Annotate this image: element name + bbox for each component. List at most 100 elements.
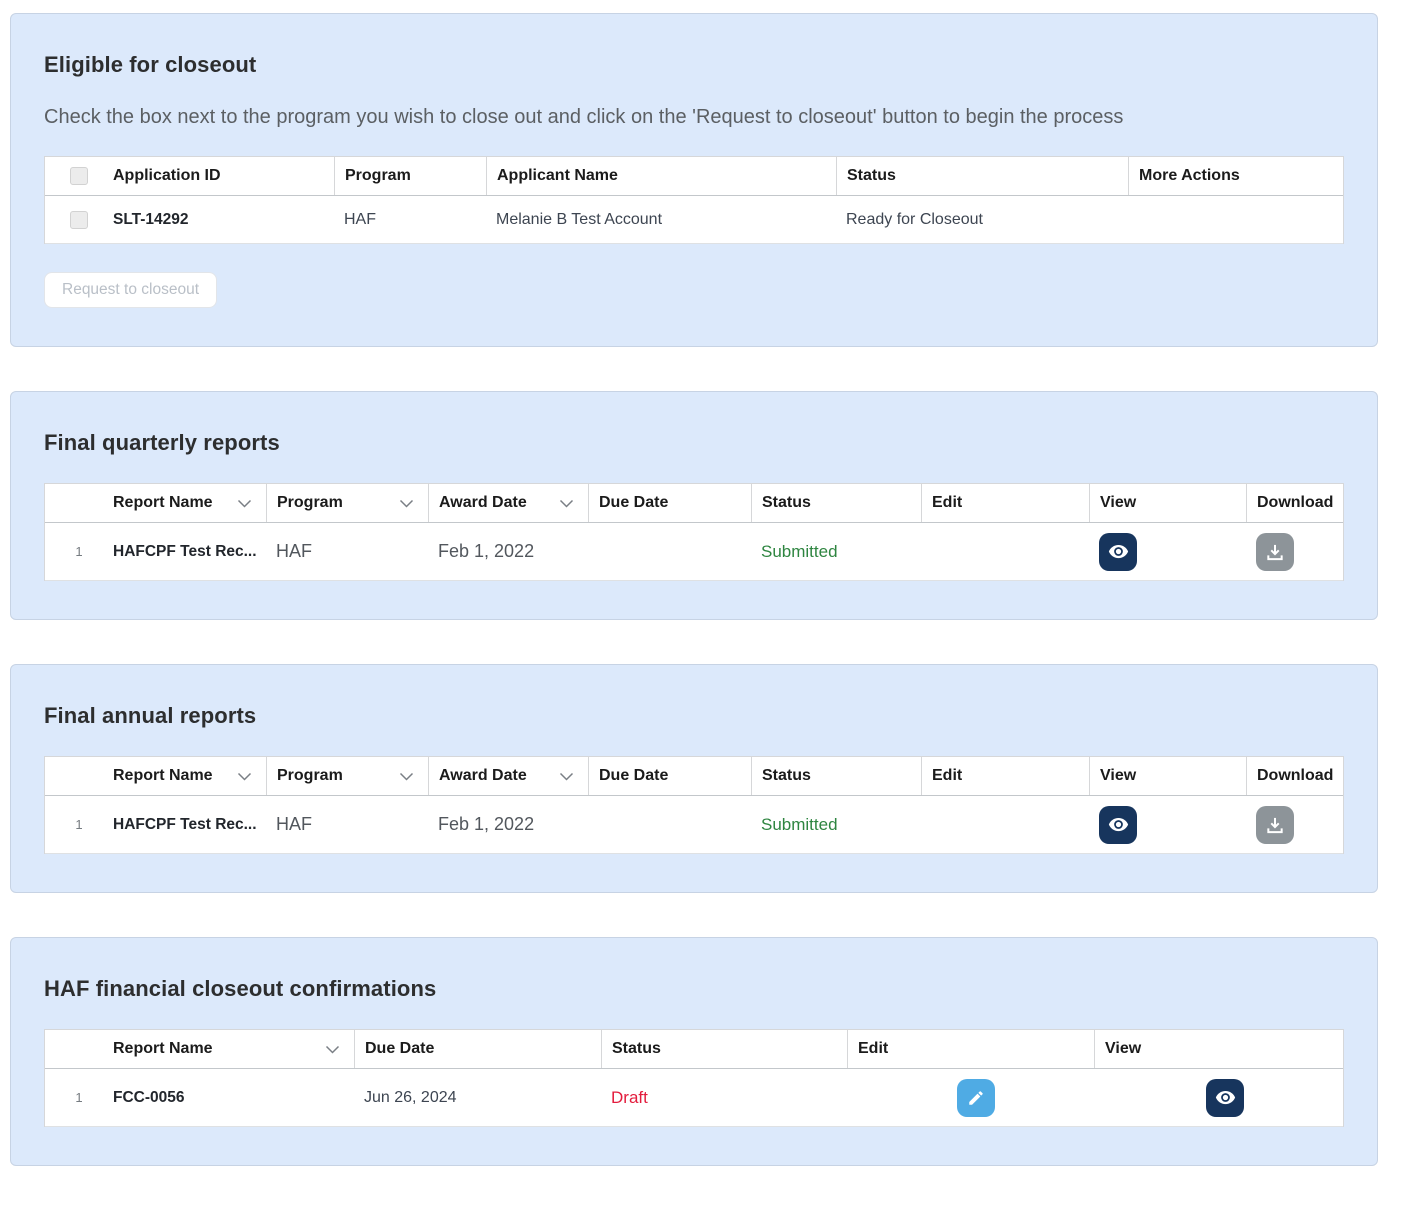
column-header-view: View	[1089, 757, 1246, 795]
view-button[interactable]	[1206, 1078, 1244, 1117]
row-select-cell	[45, 196, 113, 243]
closeout-instructions: Check the box next to the program you wi…	[44, 106, 1124, 128]
row-number-cell: 1	[75, 1090, 83, 1105]
table-row: 1 HAFCPF Test Rec... HAF Feb 1, 2022 Sub…	[45, 523, 1343, 581]
select-all-checkbox[interactable]	[70, 167, 88, 185]
download-cell	[1246, 523, 1346, 580]
column-header-edit: Edit	[921, 484, 1089, 522]
column-header-status: Status	[836, 157, 1128, 195]
haf-financial-closeout-card: HAF financial closeout confirmations Rep…	[10, 937, 1378, 1166]
table-row: SLT-14292 HAF Melanie B Test Account Rea…	[45, 196, 1343, 244]
final-quarterly-reports-table: Report Name Program Award Date Due Date …	[44, 483, 1344, 581]
chevron-down-icon	[399, 772, 414, 781]
status-cell: Draft	[611, 1087, 648, 1107]
view-cell	[1094, 1069, 1346, 1126]
view-button[interactable]	[1099, 805, 1137, 844]
eye-icon	[1108, 817, 1128, 832]
column-header-program[interactable]: Program	[266, 484, 428, 522]
column-header-due-date: Due Date	[588, 757, 751, 795]
card-title: Final quarterly reports	[44, 430, 280, 455]
column-label: Report Name	[113, 494, 213, 511]
column-header-edit: Edit	[847, 1030, 1094, 1068]
card-title: Final annual reports	[44, 703, 257, 728]
due-date-cell	[588, 523, 751, 580]
select-all-header-cell	[45, 157, 113, 195]
chevron-down-icon	[559, 499, 574, 508]
row-checkbox[interactable]	[70, 210, 88, 229]
chevron-down-icon	[325, 1045, 340, 1054]
column-header-application-id: Application ID	[113, 167, 221, 184]
eligible-for-closeout-card: Eligible for closeout Check the box next…	[10, 13, 1378, 347]
column-label: Program	[277, 494, 343, 511]
edit-button[interactable]	[956, 1078, 995, 1117]
chevron-down-icon	[237, 499, 252, 508]
applicant-name-cell: Melanie B Test Account	[496, 210, 663, 228]
view-cell	[1089, 796, 1246, 853]
column-label: Program	[277, 767, 343, 784]
chevron-down-icon	[399, 499, 414, 508]
edit-cell	[921, 523, 1089, 580]
column-header-download: Download	[1246, 484, 1346, 522]
report-name-cell: FCC-0056	[113, 1088, 185, 1106]
column-header-due-date: Due Date	[588, 484, 751, 522]
row-number-cell: 1	[75, 817, 83, 832]
column-header-award-date[interactable]: Award Date	[428, 757, 588, 795]
program-cell: HAF	[276, 814, 312, 834]
status-cell: Submitted	[761, 541, 838, 561]
column-header-award-date[interactable]: Award Date	[428, 484, 588, 522]
status-cell: Submitted	[761, 814, 838, 834]
column-header-edit: Edit	[921, 757, 1089, 795]
due-date-cell: Jun 26, 2024	[364, 1088, 457, 1106]
column-header-report-name[interactable]: Report Name	[113, 757, 266, 795]
card-title: Eligible for closeout	[44, 52, 257, 77]
eye-icon	[1108, 544, 1128, 559]
program-cell: HAF	[276, 541, 312, 561]
download-button[interactable]	[1256, 805, 1294, 844]
column-header-view: View	[1094, 1030, 1346, 1068]
status-cell: Ready for Closeout	[846, 210, 983, 228]
award-date-cell: Feb 1, 2022	[438, 814, 535, 834]
column-label: Award Date	[439, 494, 527, 511]
column-header-due-date: Due Date	[354, 1030, 601, 1068]
column-label: Report Name	[113, 1040, 213, 1057]
column-header-program[interactable]: Program	[266, 757, 428, 795]
edit-cell	[847, 1069, 1094, 1126]
download-button[interactable]	[1256, 532, 1294, 571]
column-header-status: Status	[751, 484, 921, 522]
view-button[interactable]	[1099, 532, 1137, 571]
column-header-download: Download	[1246, 757, 1346, 795]
final-annual-reports-card: Final annual reports Report Name Program…	[10, 664, 1378, 893]
more-actions-cell	[1128, 196, 1348, 243]
table-row: 1 HAFCPF Test Rec... HAF Feb 1, 2022 Sub…	[45, 796, 1343, 854]
report-name-cell: HAFCPF Test Rec...	[113, 815, 257, 833]
final-quarterly-reports-card: Final quarterly reports Report Name Prog…	[10, 391, 1378, 620]
column-header-applicant-name: Applicant Name	[486, 157, 836, 195]
report-name-cell: HAFCPF Test Rec...	[113, 542, 257, 560]
row-number-cell: 1	[75, 544, 83, 559]
row-number-header-cell	[45, 757, 113, 795]
edit-cell	[921, 796, 1089, 853]
eligible-closeout-table: Application ID Program Applicant Name St…	[44, 156, 1344, 244]
column-header-report-name[interactable]: Report Name	[113, 484, 266, 522]
row-number-header-cell	[45, 484, 113, 522]
column-header-status: Status	[601, 1030, 847, 1068]
column-header-report-name[interactable]: Report Name	[113, 1030, 354, 1068]
program-cell: HAF	[344, 210, 376, 228]
column-header-view: View	[1089, 484, 1246, 522]
table-header-row: Report Name Program Award Date Due Date …	[45, 757, 1343, 796]
due-date-cell	[588, 796, 751, 853]
request-to-closeout-button[interactable]: Request to closeout	[44, 272, 218, 308]
table-header-row: Report Name Due Date Status Edit View	[45, 1030, 1343, 1069]
card-title: HAF financial closeout confirmations	[44, 976, 437, 1001]
chevron-down-icon	[559, 772, 574, 781]
pencil-icon	[968, 1090, 983, 1105]
eye-icon	[1215, 1090, 1235, 1105]
column-label: Report Name	[113, 767, 213, 784]
award-date-cell: Feb 1, 2022	[438, 541, 535, 561]
view-cell	[1089, 523, 1246, 580]
final-annual-reports-table: Report Name Program Award Date Due Date …	[44, 756, 1344, 854]
column-header-status: Status	[751, 757, 921, 795]
application-id-cell: SLT-14292	[113, 210, 189, 228]
table-header-row: Application ID Program Applicant Name St…	[45, 157, 1343, 196]
download-icon	[1267, 544, 1283, 560]
